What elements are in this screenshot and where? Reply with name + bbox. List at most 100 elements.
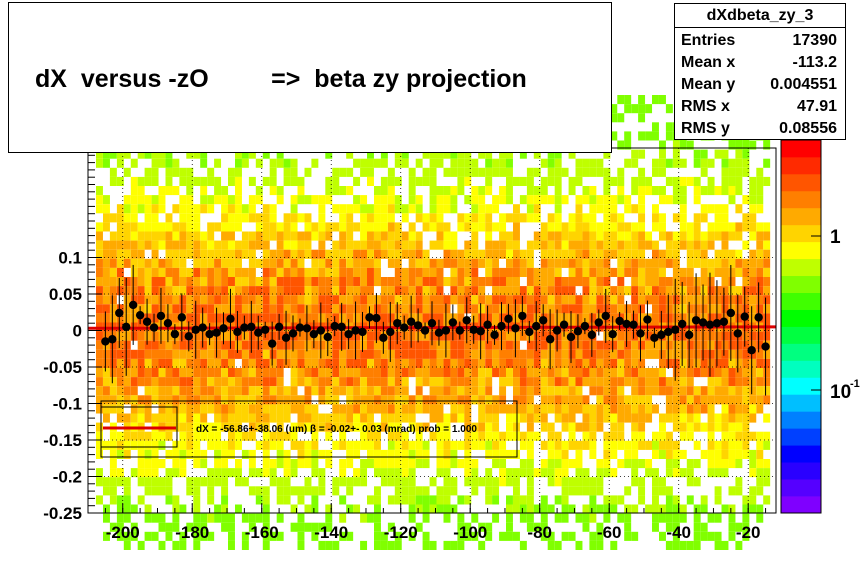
heat-cell — [624, 131, 632, 141]
heat-cell — [304, 267, 312, 277]
heat-cell — [478, 222, 486, 232]
heat-cell — [728, 386, 736, 396]
heat-cell — [144, 149, 152, 159]
heat-cell — [297, 213, 305, 223]
heat-cell — [478, 413, 486, 423]
heat-cell — [575, 459, 583, 469]
heat-cell — [610, 340, 618, 350]
heat-cell — [109, 277, 117, 287]
heat-cell — [186, 267, 194, 277]
heat-cell — [554, 386, 562, 396]
heat-cell — [742, 349, 750, 359]
heat-cell — [276, 195, 284, 205]
heat-cell — [714, 495, 722, 505]
heat-cell — [130, 286, 138, 296]
heat-cell — [109, 213, 117, 223]
heat-cell — [96, 304, 103, 314]
heat-cell — [638, 495, 646, 505]
heat-cell — [554, 158, 562, 168]
heat-cell — [346, 486, 354, 496]
heat-cell — [700, 158, 708, 168]
heat-cell — [756, 449, 764, 459]
heat-cell — [235, 413, 242, 423]
heat-cell — [728, 531, 736, 541]
heat-cell — [186, 176, 194, 186]
heat-cell — [679, 540, 687, 550]
heat-cell — [540, 267, 548, 277]
heat-cell — [526, 449, 534, 459]
heat-cell — [116, 213, 124, 223]
heat-cell — [631, 477, 639, 487]
heat-cell — [193, 422, 201, 432]
heat-cell — [116, 349, 124, 359]
heat-cell — [408, 295, 416, 305]
heat-cell — [137, 249, 145, 259]
heat-cell — [554, 495, 562, 505]
heat-cell — [603, 413, 611, 423]
heat-cell — [158, 368, 166, 378]
heat-cell — [686, 277, 694, 287]
heat-cell — [144, 195, 152, 205]
heat-cell — [262, 386, 270, 396]
heat-cell — [228, 413, 235, 423]
heat-cell — [380, 540, 388, 550]
heat-cell — [575, 313, 583, 323]
profile-point — [643, 315, 652, 324]
heat-cell — [387, 340, 395, 350]
x-tick-label: -160 — [245, 523, 279, 542]
heat-cell — [735, 149, 743, 159]
heat-cell — [624, 95, 632, 105]
heat-cell — [457, 340, 465, 350]
heat-cell — [283, 267, 291, 277]
heat-cell — [151, 513, 159, 523]
heat-cell — [200, 459, 208, 469]
heat-cell — [116, 431, 124, 441]
heat-cell — [193, 295, 201, 305]
heat-cell — [665, 349, 673, 359]
heat-cell — [415, 395, 423, 405]
heat-cell — [749, 331, 757, 341]
heat-cell — [248, 149, 256, 159]
heat-cell — [200, 149, 208, 159]
heat-cell — [589, 413, 597, 423]
heat-cell — [367, 368, 374, 378]
heat-cell — [540, 277, 548, 287]
heat-cell — [513, 413, 520, 423]
heat-cell — [387, 222, 395, 232]
heat-cell — [144, 377, 152, 387]
heat-cell — [165, 395, 173, 405]
heat-cell — [686, 377, 694, 387]
heat-cell — [304, 368, 312, 378]
heat-cell — [756, 186, 764, 196]
heat-cell — [283, 349, 291, 359]
heat-cell — [693, 340, 701, 350]
heat-cell — [652, 213, 659, 223]
heat-cell — [269, 176, 277, 186]
heat-cell — [693, 176, 701, 186]
heat-cell — [353, 504, 361, 514]
heat-cell — [394, 413, 402, 423]
heat-cell — [721, 249, 729, 259]
heat-cell — [415, 459, 423, 469]
heat-cell — [464, 149, 472, 159]
heat-cell — [339, 377, 347, 387]
heat-cell — [471, 395, 479, 405]
heat-cell — [262, 249, 270, 259]
heat-cell — [235, 213, 242, 223]
heat-cell — [248, 358, 256, 368]
heat-cell — [200, 340, 208, 350]
heat-cell — [478, 431, 486, 441]
heat-cell — [214, 377, 222, 387]
heat-cell — [228, 531, 235, 541]
heat-cell — [436, 368, 444, 378]
heat-cell — [526, 331, 534, 341]
heat-cell — [589, 213, 597, 223]
heat-cell — [506, 377, 513, 387]
heat-cell — [665, 440, 673, 450]
heat-cell — [318, 267, 326, 277]
heat-cell — [596, 222, 604, 232]
heat-cell — [756, 240, 764, 250]
heat-cell — [665, 258, 673, 268]
heat-cell — [346, 422, 354, 432]
heat-cell — [638, 222, 646, 232]
